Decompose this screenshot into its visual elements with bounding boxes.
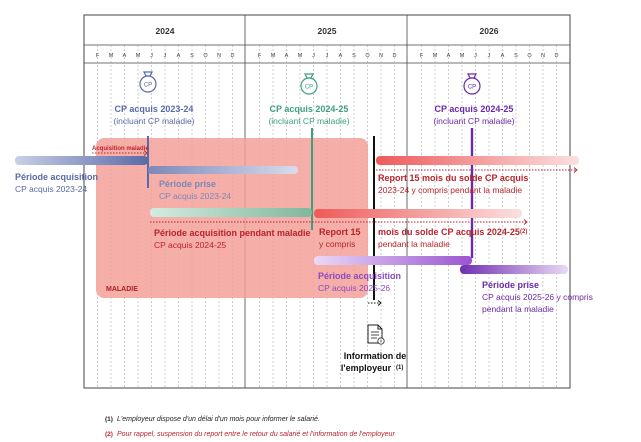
month-label: S [514, 53, 518, 59]
cp2-subtitle: (incluant CP maladie) [268, 116, 349, 126]
mois-solde-label: mois du solde CP acquis 2024-25 [378, 227, 520, 237]
cp-money-bag-icon: CP [300, 73, 318, 95]
month-label: J [474, 53, 477, 59]
month-label: J [164, 53, 167, 59]
month-label: D [231, 53, 235, 59]
footnote-2-text: Pour rappel, suspension du report entre … [117, 431, 395, 438]
periode-prise-label: Période prise [159, 179, 216, 189]
periode-acquisition-maladie-label: Période acquisition pendant maladie [154, 228, 311, 238]
acquisition-2025-26-sub: CP acquis 2025-26 [318, 283, 390, 293]
periode-acquisition-sub: CP acquis 2023-24 [15, 184, 87, 194]
month-label: N [217, 53, 221, 59]
month-label: O [203, 53, 208, 59]
document-info-icon [367, 324, 385, 345]
information-employeur-label: Information de [344, 351, 407, 361]
cp-icon-label: CP [305, 85, 313, 91]
periode-prise-2025-26-label: Période prise [482, 280, 539, 290]
month-label: O [527, 53, 532, 59]
footnote-2-num: (2) [105, 431, 113, 438]
month-label: A [501, 53, 505, 59]
periode-acquisition-label: Période acquisition [15, 172, 98, 182]
periode-prise-2025-26-sub1: CP acquis 2025-26 y compris [482, 292, 593, 302]
report-15-sub: y compris [319, 239, 355, 249]
month-label: A [285, 53, 289, 59]
year-label: 2026 [480, 26, 499, 36]
month-label: M [298, 53, 303, 59]
report-15-label: Report 15 [319, 227, 361, 237]
information-employeur-label2: l'employeur [341, 363, 392, 373]
periode-prise-sub: CP acquis 2023-24 [159, 191, 231, 201]
month-label: A [339, 53, 343, 59]
periode-acquisition-maladie-sub: CP acquis 2024-25 [154, 240, 226, 250]
cp-money-bag-icon: CP [139, 71, 157, 93]
month-label: S [352, 53, 356, 59]
month-label: S [190, 53, 194, 59]
cp-icon-label: CP [144, 83, 152, 89]
maladie-label: MALADIE [106, 286, 138, 293]
acquisition-bar-2025-26 [314, 256, 472, 265]
report-bar-2024-25 [314, 209, 522, 218]
maladie-zone [96, 138, 368, 298]
month-label: O [365, 53, 370, 59]
acquisition-maladie-label: Acquisition maladie [92, 146, 149, 152]
periode-prise-2025-26-sub2: pendant la maladie [482, 304, 554, 314]
report-15-full-label: Report 15 mois du solde CP acquis [378, 173, 528, 183]
month-label: D [555, 53, 559, 59]
prise-bar-2025-26 [460, 265, 568, 274]
year-label: 2024 [156, 26, 175, 36]
month-label: M [460, 53, 465, 59]
month-label: M [433, 53, 438, 59]
cp3-title: CP acquis 2024-25 [435, 104, 514, 114]
month-label: N [541, 53, 545, 59]
acquisition-maladie-bar-2024-25 [150, 208, 312, 217]
month-label: J [326, 53, 329, 59]
cp-icon-label: CP [468, 85, 476, 91]
month-label: F [420, 53, 424, 59]
cp-money-bag-icon: CP [463, 73, 481, 95]
cp2-title: CP acquis 2024-25 [270, 104, 349, 114]
month-label: F [258, 53, 262, 59]
information-employeur-note: (1) [396, 365, 403, 371]
timeline-grid: 2024 2025 2026 F M A M J J A S O N D F M A M J J A S O N D F M A M J… [83, 14, 571, 389]
mois-solde-note: (2) [520, 229, 527, 235]
prise-bar-2023-24 [148, 166, 298, 174]
acquisition-bar-2023-24 [15, 156, 148, 165]
report-bar-2023-24 [376, 156, 579, 165]
month-label: A [447, 53, 451, 59]
grid-frame [83, 14, 571, 389]
month-label: M [109, 53, 114, 59]
month-label: F [96, 53, 100, 59]
month-label: D [393, 53, 397, 59]
month-label: M [271, 53, 276, 59]
footnote-1-num: (1) [105, 416, 113, 423]
cp1-title: CP acquis 2023-24 [115, 104, 194, 114]
month-label: J [488, 53, 491, 59]
cp1-subtitle: (incluant CP maladie) [113, 116, 194, 126]
month-label: J [312, 53, 315, 59]
cp3-subtitle: (incluant CP maladie) [433, 116, 514, 126]
report-15-full-sub: 2023-24 y compris pendant la maladie [378, 185, 522, 195]
month-label: A [177, 53, 181, 59]
year-label: 2025 [318, 26, 337, 36]
month-label: N [379, 53, 383, 59]
footnote-1-text: L'employeur dispose d'un délai d'un mois… [117, 416, 320, 423]
acquisition-2025-26-label: Période acquisition [318, 271, 401, 281]
month-label: A [123, 53, 127, 59]
month-label: M [136, 53, 141, 59]
mois-solde-sub: pendant la maladie [378, 239, 450, 249]
month-label: J [150, 53, 153, 59]
